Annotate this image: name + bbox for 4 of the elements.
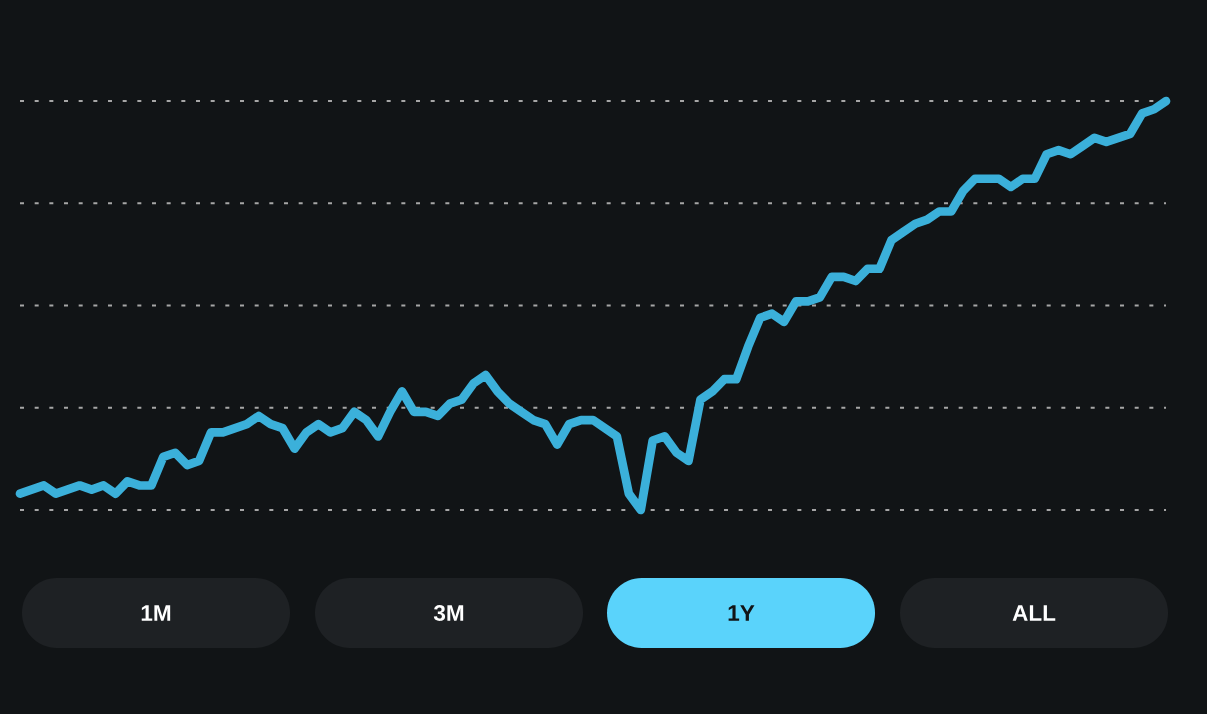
text: 3M	[433, 604, 464, 622]
text: ALL	[1012, 605, 1056, 621]
text: 1Y	[728, 605, 755, 621]
text: 1M	[141, 605, 171, 621]
